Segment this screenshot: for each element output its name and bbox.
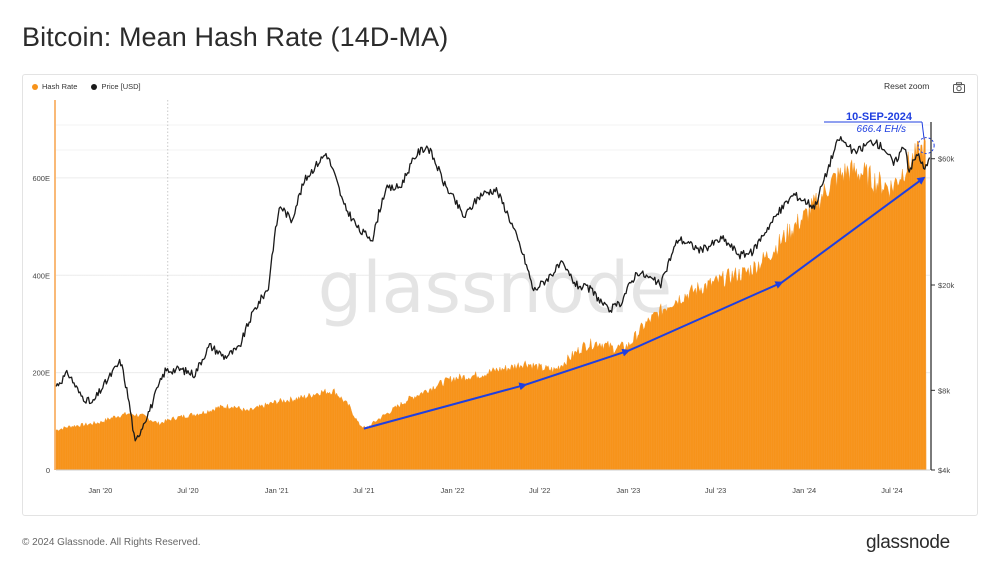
price-layer — [55, 136, 931, 442]
legend-label-hash-rate: Hash Rate — [42, 82, 78, 91]
camera-icon[interactable] — [953, 82, 965, 93]
chart-legend: Hash Rate Price [USD] — [32, 82, 141, 91]
x-tick-label: Jan '23 — [616, 486, 640, 495]
x-tick-label: Jul '23 — [705, 486, 726, 495]
watermark: glassnode — [318, 247, 672, 329]
y-right-tick-label: $4k — [938, 466, 950, 475]
price-line — [55, 136, 931, 442]
trend-arrow — [627, 281, 784, 352]
x-tick-label: Jul '20 — [177, 486, 198, 495]
y-right-tick-label: $8k — [938, 386, 950, 395]
x-tick-label: Jul '21 — [353, 486, 374, 495]
axis-layer: 0 200E 400E 600E Jan '20 Jul '20 Jan '21 Jul '2… — [32, 100, 955, 495]
reset-zoom-button[interactable]: Reset zoom — [884, 81, 930, 91]
legend-item-price[interactable]: Price [USD] — [91, 82, 141, 91]
legend-dot-price — [91, 83, 98, 90]
page-title: Bitcoin: Mean Hash Rate (14D-MA) — [22, 22, 449, 52]
x-tick-label: Jan '20 — [88, 486, 112, 495]
y-left-tick-label: 0 — [46, 466, 50, 475]
annotation-leader — [921, 121, 925, 140]
y-right-tick-label: $20k — [938, 281, 955, 290]
hash-rate-area — [55, 136, 927, 471]
hash-rate-layer — [55, 136, 927, 471]
arrow-layer — [363, 176, 926, 430]
x-tick-label: Jan '21 — [265, 486, 289, 495]
legend-dot-hash-rate — [32, 83, 38, 90]
trend-arrow — [363, 382, 528, 430]
legend-label-price: Price [USD] — [101, 82, 141, 91]
y-left-tick-label: 400E — [32, 271, 50, 280]
trend-arrow — [524, 348, 631, 386]
trend-arrow — [781, 176, 926, 284]
annotation-value: 666.4 EH/s — [857, 124, 906, 135]
y-right-tick-label: $60k — [938, 155, 955, 164]
x-tick-label: Jan '24 — [792, 486, 816, 495]
footer-logo: glassnode — [866, 532, 950, 553]
y-left-tick-label: 200E — [32, 369, 50, 378]
x-tick-label: Jul '22 — [529, 486, 550, 495]
annotation-date: 10-SEP-2024 — [846, 111, 913, 123]
x-tick-label: Jul '24 — [881, 486, 902, 495]
y-left-tick-label: 600E — [32, 174, 50, 183]
annotation-marker — [917, 137, 935, 155]
footer-copyright: © 2024 Glassnode. All Rights Reserved. — [22, 537, 201, 548]
x-tick-label: Jan '22 — [441, 486, 465, 495]
legend-item-hash-rate[interactable]: Hash Rate — [32, 82, 77, 91]
